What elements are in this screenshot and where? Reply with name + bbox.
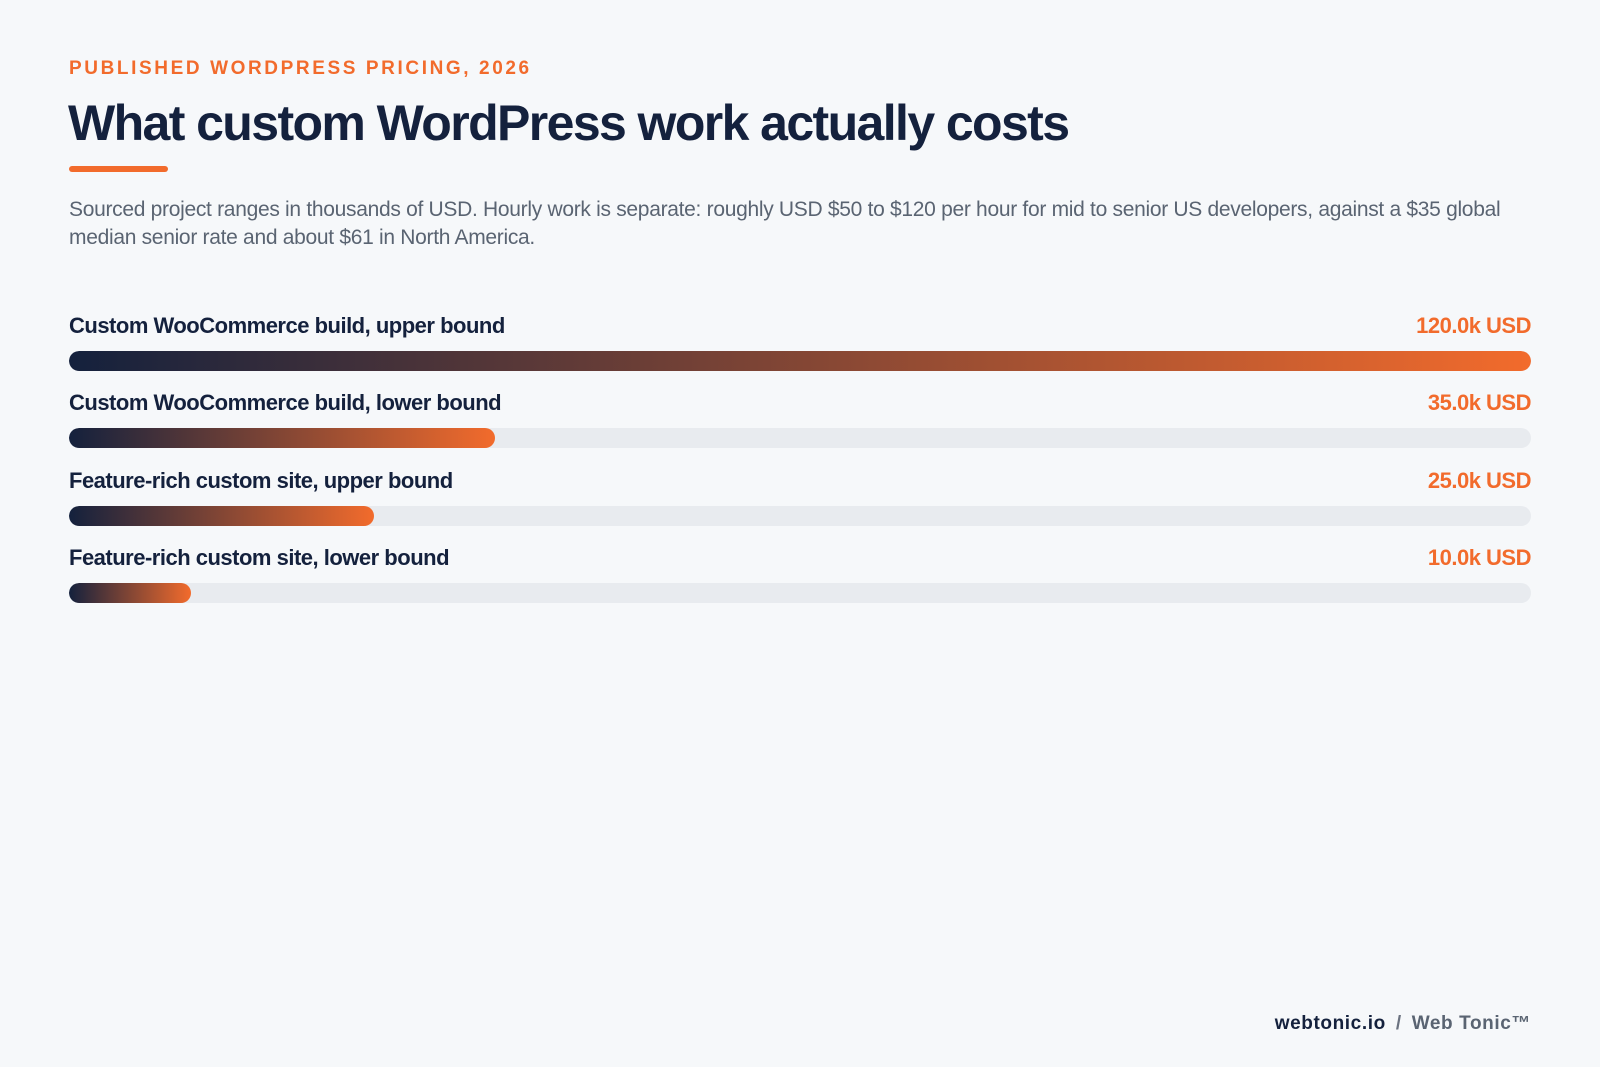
bar-row: Feature-rich custom site, lower bound 10.… bbox=[69, 544, 1532, 622]
chart-subtitle: Sourced project ranges in thousands of U… bbox=[69, 198, 1501, 249]
bar-category-label: Feature-rich custom site, lower bound bbox=[69, 544, 450, 570]
bar-track bbox=[69, 582, 1531, 603]
chart-title: What custom WordPress work actually cost… bbox=[68, 95, 1070, 151]
chart-eyebrow: PUBLISHED WORDPRESS PRICING, 2026 bbox=[69, 58, 532, 79]
bar-track bbox=[69, 428, 1531, 449]
footer-site: webtonic.io bbox=[1274, 1013, 1386, 1034]
title-underline bbox=[69, 166, 168, 172]
bar-category-label: Custom WooCommerce build, upper bound bbox=[69, 313, 505, 338]
bar-chart: Custom WooCommerce build, upper bound 120… bbox=[69, 313, 1532, 622]
bar-category-label: Custom WooCommerce build, lower bound bbox=[69, 390, 502, 416]
footer-credit: webtonic.io / Web Tonic™ bbox=[1275, 1013, 1531, 1035]
bar-track bbox=[69, 505, 1531, 526]
bar bbox=[69, 351, 1531, 371]
bar-row: Custom WooCommerce build, upper bound 120… bbox=[69, 313, 1531, 390]
bar-track bbox=[69, 351, 1531, 371]
bar bbox=[69, 505, 374, 526]
bar-value-label: 120.0k USD bbox=[1416, 313, 1531, 338]
bar bbox=[69, 582, 191, 603]
bar-header: Feature-rich custom site, upper bound 25.… bbox=[69, 467, 1532, 500]
bar-row: Custom WooCommerce build, lower bound 35.… bbox=[69, 390, 1532, 467]
bar-header: Custom WooCommerce build, lower bound 35.… bbox=[69, 390, 1532, 422]
bar-value-label: 35.0k USD bbox=[1427, 390, 1532, 416]
footer-brand: Web Tonic™ bbox=[1411, 1013, 1531, 1034]
bar bbox=[69, 428, 496, 449]
bar-value-label: 10.0k USD bbox=[1427, 544, 1532, 570]
footer-separator: / bbox=[1395, 1013, 1402, 1034]
bar-header: Feature-rich custom site, lower bound 10.… bbox=[69, 544, 1532, 577]
bar-value-label: 25.0k USD bbox=[1427, 467, 1532, 493]
bar-category-label: Feature-rich custom site, upper bound bbox=[69, 467, 453, 493]
bar-row: Feature-rich custom site, upper bound 25.… bbox=[69, 467, 1532, 545]
bar-header: Custom WooCommerce build, upper bound 120… bbox=[69, 313, 1531, 345]
